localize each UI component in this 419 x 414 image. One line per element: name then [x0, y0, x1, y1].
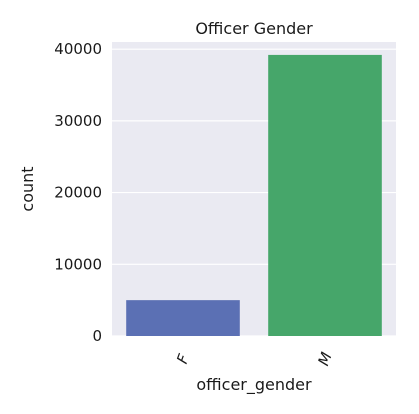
- bar-F: [126, 300, 240, 336]
- y-tick-label: 30000: [54, 112, 102, 130]
- y-tick-label: 40000: [54, 40, 102, 58]
- y-axis-label: count: [18, 166, 37, 211]
- x-axis-label: officer_gender: [196, 375, 312, 395]
- x-tick-label: M: [314, 350, 335, 368]
- bars: [126, 54, 382, 336]
- y-tick-label: 20000: [54, 184, 102, 202]
- y-tick-labels: 0 10000 20000 30000 40000: [54, 40, 102, 345]
- bar-M: [268, 54, 382, 336]
- y-tick-label: 10000: [54, 255, 102, 273]
- chart-title: Officer Gender: [195, 19, 313, 38]
- y-tick-label: 0: [92, 327, 102, 345]
- x-tick-label: F: [173, 352, 193, 367]
